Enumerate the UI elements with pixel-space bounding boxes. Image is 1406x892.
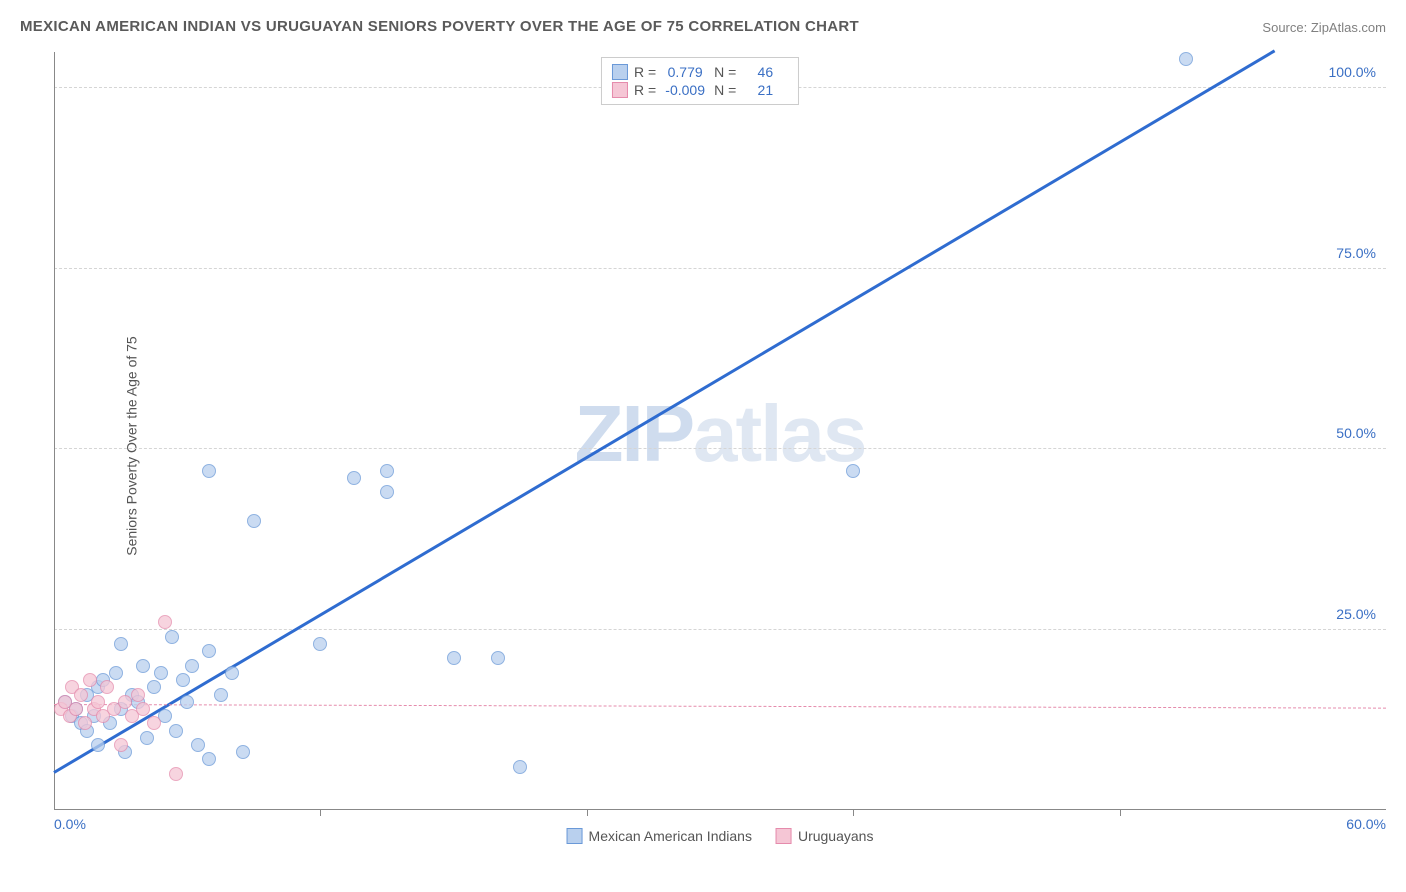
data-point [185, 659, 199, 673]
source-prefix: Source: [1262, 20, 1307, 35]
data-point [109, 666, 123, 680]
data-point [846, 464, 860, 478]
data-point [136, 702, 150, 716]
data-point [118, 695, 132, 709]
data-point [191, 738, 205, 752]
data-point [447, 651, 461, 665]
watermark: ZIPatlas [575, 388, 866, 480]
y-axis-line [54, 52, 55, 810]
data-point [147, 716, 161, 730]
trend-line [54, 704, 1386, 709]
data-point [214, 688, 228, 702]
r-label: R = [634, 82, 656, 98]
data-point [78, 716, 92, 730]
grid-line [54, 268, 1386, 269]
source-name: ZipAtlas.com [1311, 20, 1386, 35]
data-point [91, 738, 105, 752]
data-point [247, 514, 261, 528]
x-tick-label: 60.0% [1346, 816, 1386, 832]
legend-series-item: Mexican American Indians [567, 828, 752, 844]
data-point [114, 637, 128, 651]
data-point [83, 673, 97, 687]
x-tick [853, 810, 854, 816]
legend-swatch-icon [612, 82, 628, 98]
trend-line [53, 49, 1276, 773]
y-tick-label: 50.0% [1336, 425, 1376, 441]
data-point [176, 673, 190, 687]
legend-series-item: Uruguayans [776, 828, 874, 844]
legend-stats: R = 0.779 N = 46 R = -0.009 N = 21 [601, 57, 799, 105]
legend-series-label: Mexican American Indians [589, 828, 752, 844]
data-point [114, 738, 128, 752]
n-value: 21 [742, 82, 788, 98]
legend-stats-row: R = 0.779 N = 46 [612, 64, 788, 80]
data-point [202, 644, 216, 658]
x-tick [1120, 810, 1121, 816]
data-point [1179, 52, 1193, 66]
data-point [380, 464, 394, 478]
data-point [180, 695, 194, 709]
data-point [169, 724, 183, 738]
legend-series: Mexican American Indians Uruguayans [567, 828, 874, 844]
data-point [513, 760, 527, 774]
y-tick-label: 75.0% [1336, 245, 1376, 261]
y-tick-label: 25.0% [1336, 606, 1376, 622]
data-point [74, 688, 88, 702]
data-point [491, 651, 505, 665]
data-point [154, 666, 168, 680]
data-point [91, 695, 105, 709]
data-point [202, 464, 216, 478]
data-point [165, 630, 179, 644]
data-point [69, 702, 83, 716]
data-point [169, 767, 183, 781]
data-point [158, 615, 172, 629]
legend-swatch-icon [776, 828, 792, 844]
source-label: Source: ZipAtlas.com [1262, 20, 1386, 35]
data-point [236, 745, 250, 759]
data-point [202, 752, 216, 766]
legend-swatch-icon [612, 64, 628, 80]
y-tick-label: 100.0% [1329, 64, 1376, 80]
legend-series-label: Uruguayans [798, 828, 874, 844]
x-tick [320, 810, 321, 816]
legend-stats-row: R = -0.009 N = 21 [612, 82, 788, 98]
chart-plot-area: ZIPatlas R = 0.779 N = 46 R = -0.009 N = 21 Mex… [54, 52, 1386, 848]
grid-line [54, 448, 1386, 449]
data-point [313, 637, 327, 651]
data-point [100, 680, 114, 694]
n-label: N = [714, 64, 736, 80]
legend-swatch-icon [567, 828, 583, 844]
chart-title: MEXICAN AMERICAN INDIAN VS URUGUAYAN SEN… [20, 18, 859, 35]
r-value: 0.779 [662, 64, 708, 80]
data-point [380, 485, 394, 499]
r-value: -0.009 [662, 82, 708, 98]
data-point [225, 666, 239, 680]
data-point [136, 659, 150, 673]
r-label: R = [634, 64, 656, 80]
x-tick [587, 810, 588, 816]
data-point [347, 471, 361, 485]
grid-line [54, 629, 1386, 630]
n-value: 46 [742, 64, 788, 80]
data-point [131, 688, 145, 702]
data-point [140, 731, 154, 745]
data-point [147, 680, 161, 694]
x-axis-line [54, 809, 1386, 810]
x-tick-label: 0.0% [54, 816, 86, 832]
n-label: N = [714, 82, 736, 98]
